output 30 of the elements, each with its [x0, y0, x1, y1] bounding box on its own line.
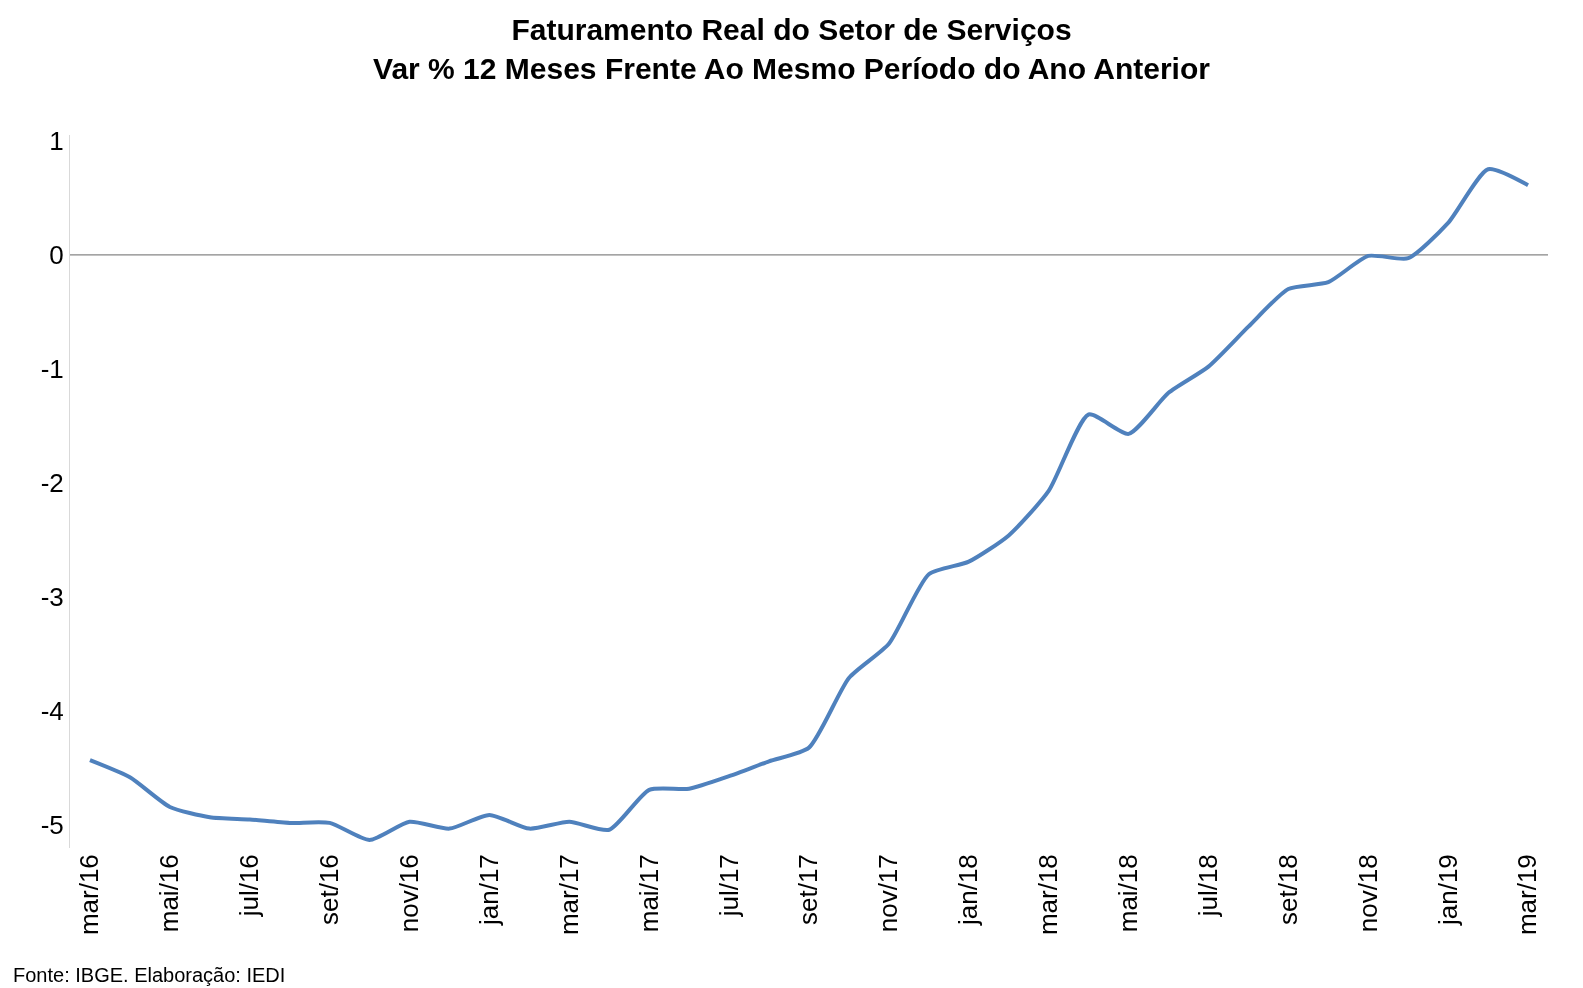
y-tick-label: -5 — [40, 810, 64, 841]
x-tick-label: jan/17 — [473, 854, 504, 927]
chart-title: Faturamento Real do Setor de Serviços — [511, 12, 1072, 46]
x-tick-label: mar/16 — [74, 854, 105, 936]
chart-subtitle: Var % 12 Meses Frente Ao Mesmo Período do Ano Anterior — [373, 51, 1211, 85]
x-tick-label: jul/16 — [234, 854, 265, 918]
x-tick-label: jan/19 — [1432, 854, 1463, 927]
y-tick-label: -4 — [40, 696, 64, 727]
x-tick-label: mar/19 — [1512, 854, 1543, 936]
x-tick-label: nov/18 — [1352, 854, 1383, 933]
line-series — [87, 167, 1531, 843]
y-tick-label: 0 — [49, 239, 64, 270]
x-tick-label: mar/17 — [553, 854, 584, 936]
x-tick-label: mai/17 — [633, 854, 664, 933]
x-tick-label: nov/16 — [393, 854, 424, 933]
x-tick-label: mai/18 — [1113, 854, 1144, 933]
y-tick-label: 1 — [49, 125, 64, 156]
x-tick-label: nov/17 — [873, 854, 904, 933]
x-tick-label: jul/18 — [1192, 854, 1223, 918]
x-tick-label: mai/16 — [154, 854, 185, 933]
y-tick-label: -2 — [40, 468, 64, 499]
x-tick-label: set/16 — [314, 854, 345, 926]
x-tick-label: mar/18 — [1033, 854, 1064, 936]
x-tick-label: set/17 — [793, 854, 824, 926]
y-tick-label: -1 — [40, 353, 64, 384]
x-tick-label: jan/18 — [953, 854, 984, 927]
y-tick-label: -3 — [40, 582, 64, 613]
x-tick-label: jul/17 — [713, 854, 744, 918]
source-note: Fonte: IBGE. Elaboração: IEDI — [13, 964, 286, 986]
x-tick-label: set/18 — [1272, 854, 1303, 926]
